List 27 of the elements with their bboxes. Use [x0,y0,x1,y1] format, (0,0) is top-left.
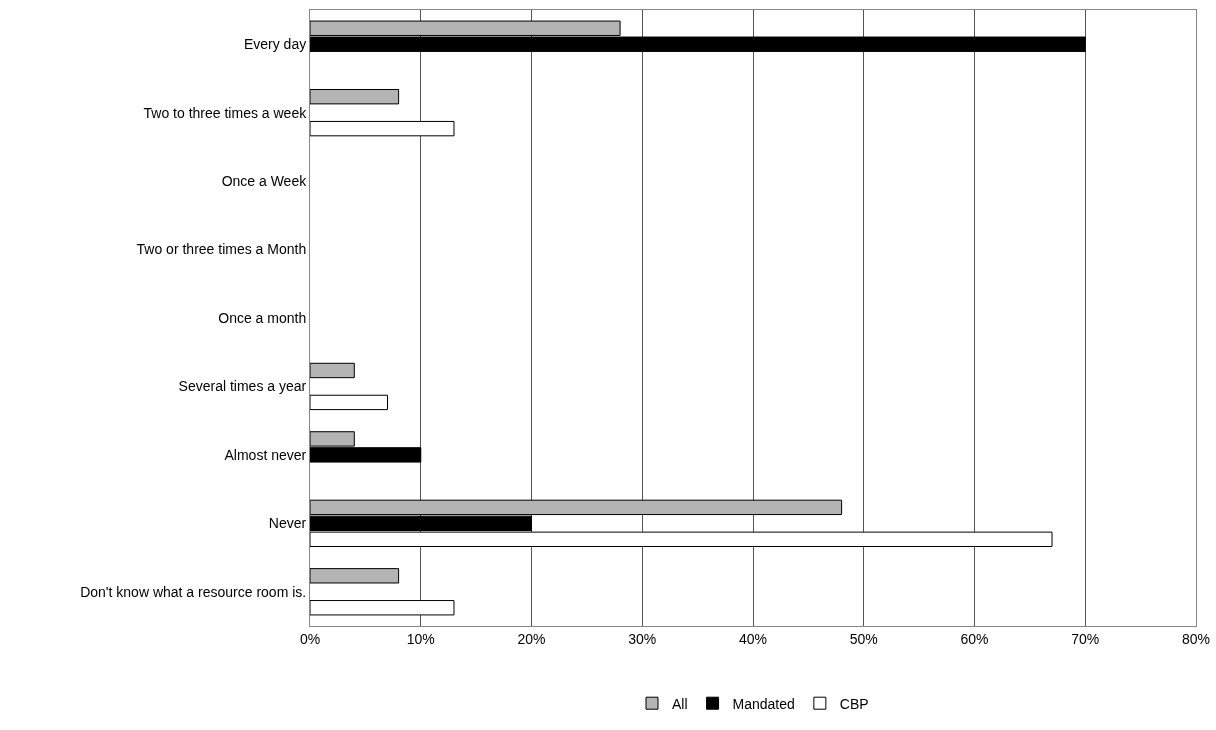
x-tick-label: 70% [1071,630,1100,647]
legend-label: All [672,695,688,712]
y-tick-label: Every day [243,36,307,53]
x-tick-label: 30% [628,630,657,647]
legend-label: Mandated [732,695,795,712]
y-tick-label: Once a Week [221,173,308,190]
x-tick-label: 80% [1181,630,1211,647]
y-tick-label: Two to three times a week [143,104,308,121]
y-tick-label: Never [268,515,307,532]
bar [310,394,389,411]
x-tick-label: 0% [299,630,321,647]
bar [310,600,455,616]
bar [310,120,455,137]
y-tick-label: Once a month [218,309,307,326]
legend-label: CBP [839,695,869,712]
x-tick-label: 40% [738,630,768,647]
y-tick-label: Almost never [224,446,307,463]
y-tick-label: Several times a year [178,378,307,395]
x-tick-label: 20% [517,630,546,647]
bar [310,568,400,584]
bar [310,362,355,379]
x-tick-label: 10% [406,630,435,647]
y-tick-label: Two or three times a Month [136,241,307,258]
bar [310,89,400,105]
x-tick-label: 50% [849,630,878,647]
y-tick-label: Don't know what a resource room is. [80,583,307,600]
x-tick-label: 60% [960,630,989,647]
